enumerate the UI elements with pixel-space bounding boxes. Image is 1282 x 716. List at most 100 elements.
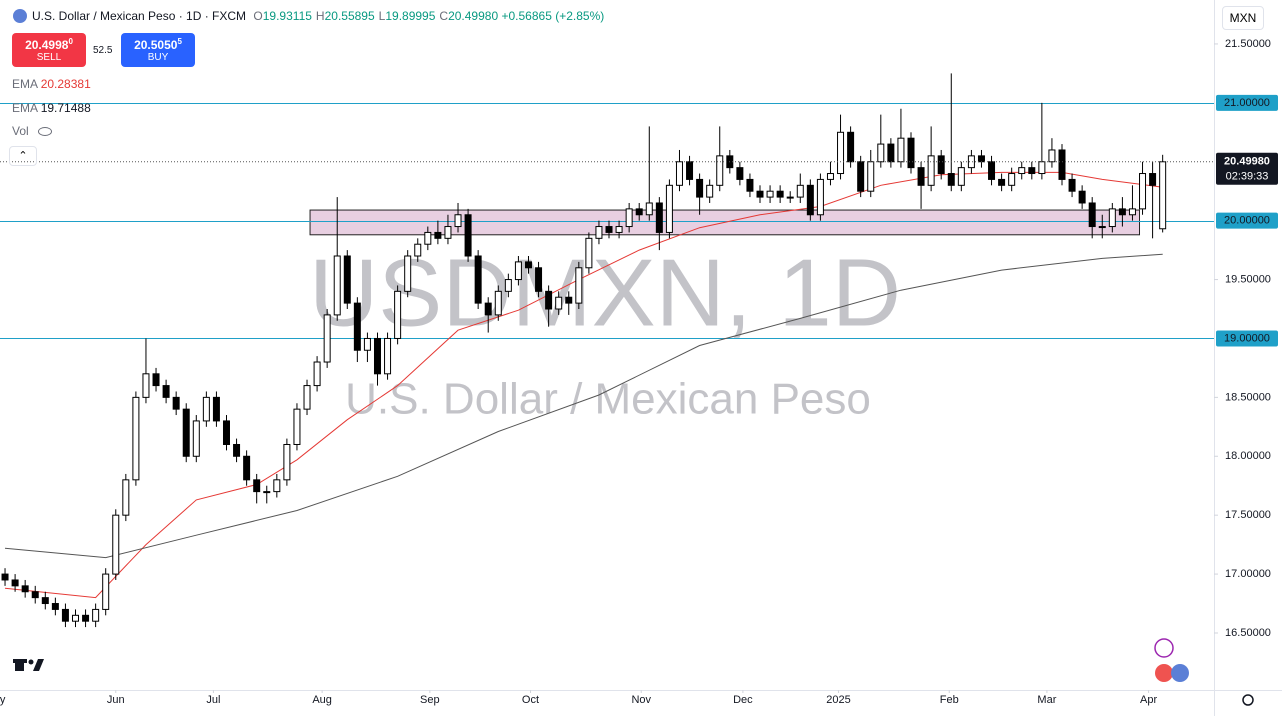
- alert-icon[interactable]: [1154, 638, 1174, 658]
- candle-body: [766, 190, 774, 198]
- x-tick-label: Feb: [940, 694, 959, 706]
- candle-body: [1038, 161, 1046, 175]
- buy-button[interactable]: 20.50505 BUY: [121, 33, 195, 67]
- candle-body: [363, 337, 371, 351]
- candle-body: [696, 178, 704, 198]
- candle-body: [464, 214, 472, 257]
- spread: 52.5: [93, 45, 113, 56]
- ohlc-key: H: [315, 9, 325, 23]
- candle-body: [92, 608, 100, 622]
- flag-icon[interactable]: [1155, 664, 1173, 682]
- ohlc-key: O: [253, 9, 263, 23]
- candle-body: [233, 443, 241, 457]
- candle-body: [333, 255, 341, 316]
- candle-body: [796, 184, 804, 198]
- candle-body: [907, 137, 915, 169]
- level-label-box: [1216, 212, 1278, 229]
- candle-body: [675, 161, 683, 186]
- x-tick-label: Dec: [733, 694, 753, 706]
- x-tick-label: Nov: [631, 694, 651, 706]
- symbol: U.S. Dollar / Mexican Peso · 1D · FXCM: [32, 9, 247, 23]
- candle-body: [826, 173, 834, 180]
- candle-body: [11, 579, 19, 587]
- candle-body: [947, 173, 955, 186]
- candle-body: [565, 296, 573, 304]
- candle-body: [998, 178, 1006, 186]
- candle-body: [222, 420, 230, 445]
- candle-body: [645, 202, 653, 216]
- sell-button[interactable]: 20.49980 SELL: [12, 33, 86, 67]
- collapse-button[interactable]: ⌃: [9, 146, 37, 166]
- candle-body: [192, 420, 200, 457]
- candle-body: [857, 161, 865, 192]
- candle-body: [1, 573, 9, 581]
- buy-price: 20.5050: [134, 38, 178, 52]
- candle-body: [41, 597, 49, 605]
- y-tick-label: 18.00000: [1225, 450, 1271, 462]
- currency-button[interactable]: MXN: [1222, 6, 1264, 30]
- candle-body: [283, 443, 291, 481]
- candle-body: [625, 208, 633, 228]
- x-tick-label: Sep: [420, 694, 440, 706]
- sell-label: SELL: [36, 52, 62, 63]
- candle-body: [1058, 149, 1066, 180]
- ema-value: 19.71488: [40, 101, 91, 115]
- candle-body: [504, 279, 512, 292]
- candle-body: [957, 167, 965, 186]
- candle-body: [1048, 149, 1056, 163]
- candle-body: [102, 573, 110, 610]
- last-price-label: 20.49980: [1224, 156, 1270, 168]
- candle-body: [988, 161, 996, 180]
- candle-body: [61, 608, 69, 622]
- candle-body: [1108, 208, 1116, 228]
- candle-body: [424, 231, 432, 245]
- vol-name: Vol: [12, 124, 29, 138]
- candle-body: [786, 196, 794, 199]
- candle-body: [756, 190, 764, 198]
- candle-body: [1159, 161, 1167, 230]
- candle-body: [1068, 178, 1076, 192]
- candle-body: [665, 184, 673, 233]
- settings-icon[interactable]: [1242, 694, 1254, 706]
- candle-body: [182, 408, 190, 457]
- ema-value: 20.28381: [40, 77, 91, 91]
- candle-body: [494, 290, 502, 316]
- buy-label: BUY: [147, 52, 169, 63]
- candle-body: [776, 190, 784, 198]
- hide-icon[interactable]: [38, 127, 53, 137]
- candle-body: [384, 337, 392, 375]
- level-label: 20.00000: [1224, 215, 1270, 227]
- candle-body: [1128, 208, 1136, 216]
- flag-icon[interactable]: [1171, 664, 1189, 682]
- y-tick-label: 16.50000: [1225, 627, 1271, 639]
- countdown: 02:39:33: [1226, 171, 1269, 183]
- candle-body: [897, 137, 905, 163]
- candle-body: [263, 491, 271, 494]
- x-tick-label: May: [0, 694, 6, 706]
- candle-body: [474, 255, 482, 304]
- candle-body: [867, 161, 875, 192]
- candle-body: [444, 226, 452, 239]
- ohlc-value: 19.89995: [385, 9, 436, 23]
- candle-body: [162, 385, 170, 398]
- x-tick-label: Mar: [1037, 694, 1056, 706]
- y-tick-label: 17.00000: [1225, 568, 1271, 580]
- candle-body: [112, 514, 120, 575]
- candle-body: [917, 167, 925, 186]
- candle-body: [706, 184, 714, 198]
- candle-body: [1028, 167, 1036, 175]
- candle-body: [967, 155, 975, 169]
- x-tick-label: Apr: [1140, 694, 1157, 706]
- level-label: 21.00000: [1224, 97, 1270, 109]
- candle-body: [615, 226, 623, 233]
- candle-body: [585, 237, 593, 269]
- change-pct: (+2.85%): [555, 9, 605, 23]
- candle-body: [202, 396, 210, 422]
- candle-body: [595, 226, 603, 239]
- buy-pip: 5: [177, 37, 182, 46]
- candle-body: [605, 226, 613, 233]
- candle-body: [293, 408, 301, 445]
- tv-logo: [13, 659, 44, 671]
